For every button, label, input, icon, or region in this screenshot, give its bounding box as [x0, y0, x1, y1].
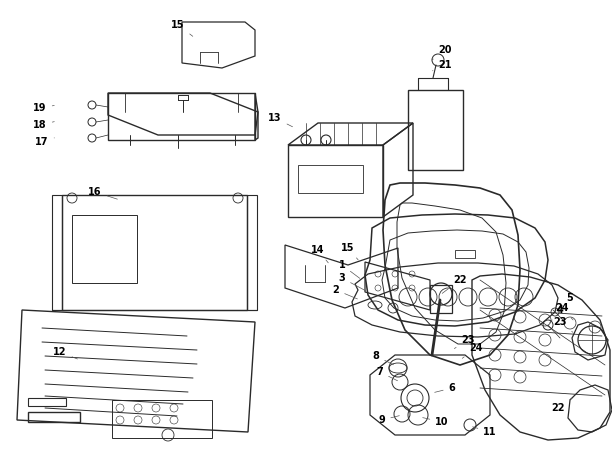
Text: 7: 7 — [376, 367, 398, 381]
Text: 23: 23 — [553, 317, 573, 332]
Bar — [298, 165, 363, 193]
Text: 19: 19 — [33, 103, 54, 113]
Text: 6: 6 — [435, 383, 455, 393]
Text: 21: 21 — [433, 60, 452, 71]
Bar — [62, 195, 247, 310]
Text: 8: 8 — [373, 351, 394, 365]
Text: 16: 16 — [88, 187, 118, 199]
Text: 3: 3 — [338, 273, 365, 291]
Text: 10: 10 — [423, 417, 449, 427]
Text: 15: 15 — [171, 20, 193, 36]
Text: 22: 22 — [442, 275, 467, 294]
Bar — [430, 285, 452, 313]
Text: 18: 18 — [33, 120, 54, 130]
Text: 4: 4 — [550, 305, 564, 323]
Text: 12: 12 — [53, 347, 78, 359]
Text: 14: 14 — [312, 245, 328, 263]
Text: 24: 24 — [462, 343, 483, 358]
Text: 20: 20 — [432, 45, 452, 60]
Bar — [72, 215, 137, 283]
Bar — [28, 398, 66, 406]
Text: 23: 23 — [454, 335, 475, 349]
Text: 1: 1 — [338, 260, 360, 278]
Bar — [52, 195, 62, 310]
Text: 2: 2 — [333, 285, 357, 299]
Bar — [455, 250, 475, 258]
Text: 11: 11 — [472, 427, 497, 437]
Text: 5: 5 — [559, 293, 573, 313]
Text: 13: 13 — [268, 113, 293, 127]
Bar — [28, 412, 80, 422]
Bar — [247, 195, 257, 310]
Text: 17: 17 — [35, 137, 54, 147]
Bar — [112, 400, 212, 438]
Text: 22: 22 — [551, 398, 572, 413]
Text: 15: 15 — [341, 243, 358, 260]
Bar — [288, 145, 383, 217]
Text: 24: 24 — [555, 303, 573, 320]
Bar — [408, 90, 463, 170]
Text: 9: 9 — [379, 415, 399, 425]
